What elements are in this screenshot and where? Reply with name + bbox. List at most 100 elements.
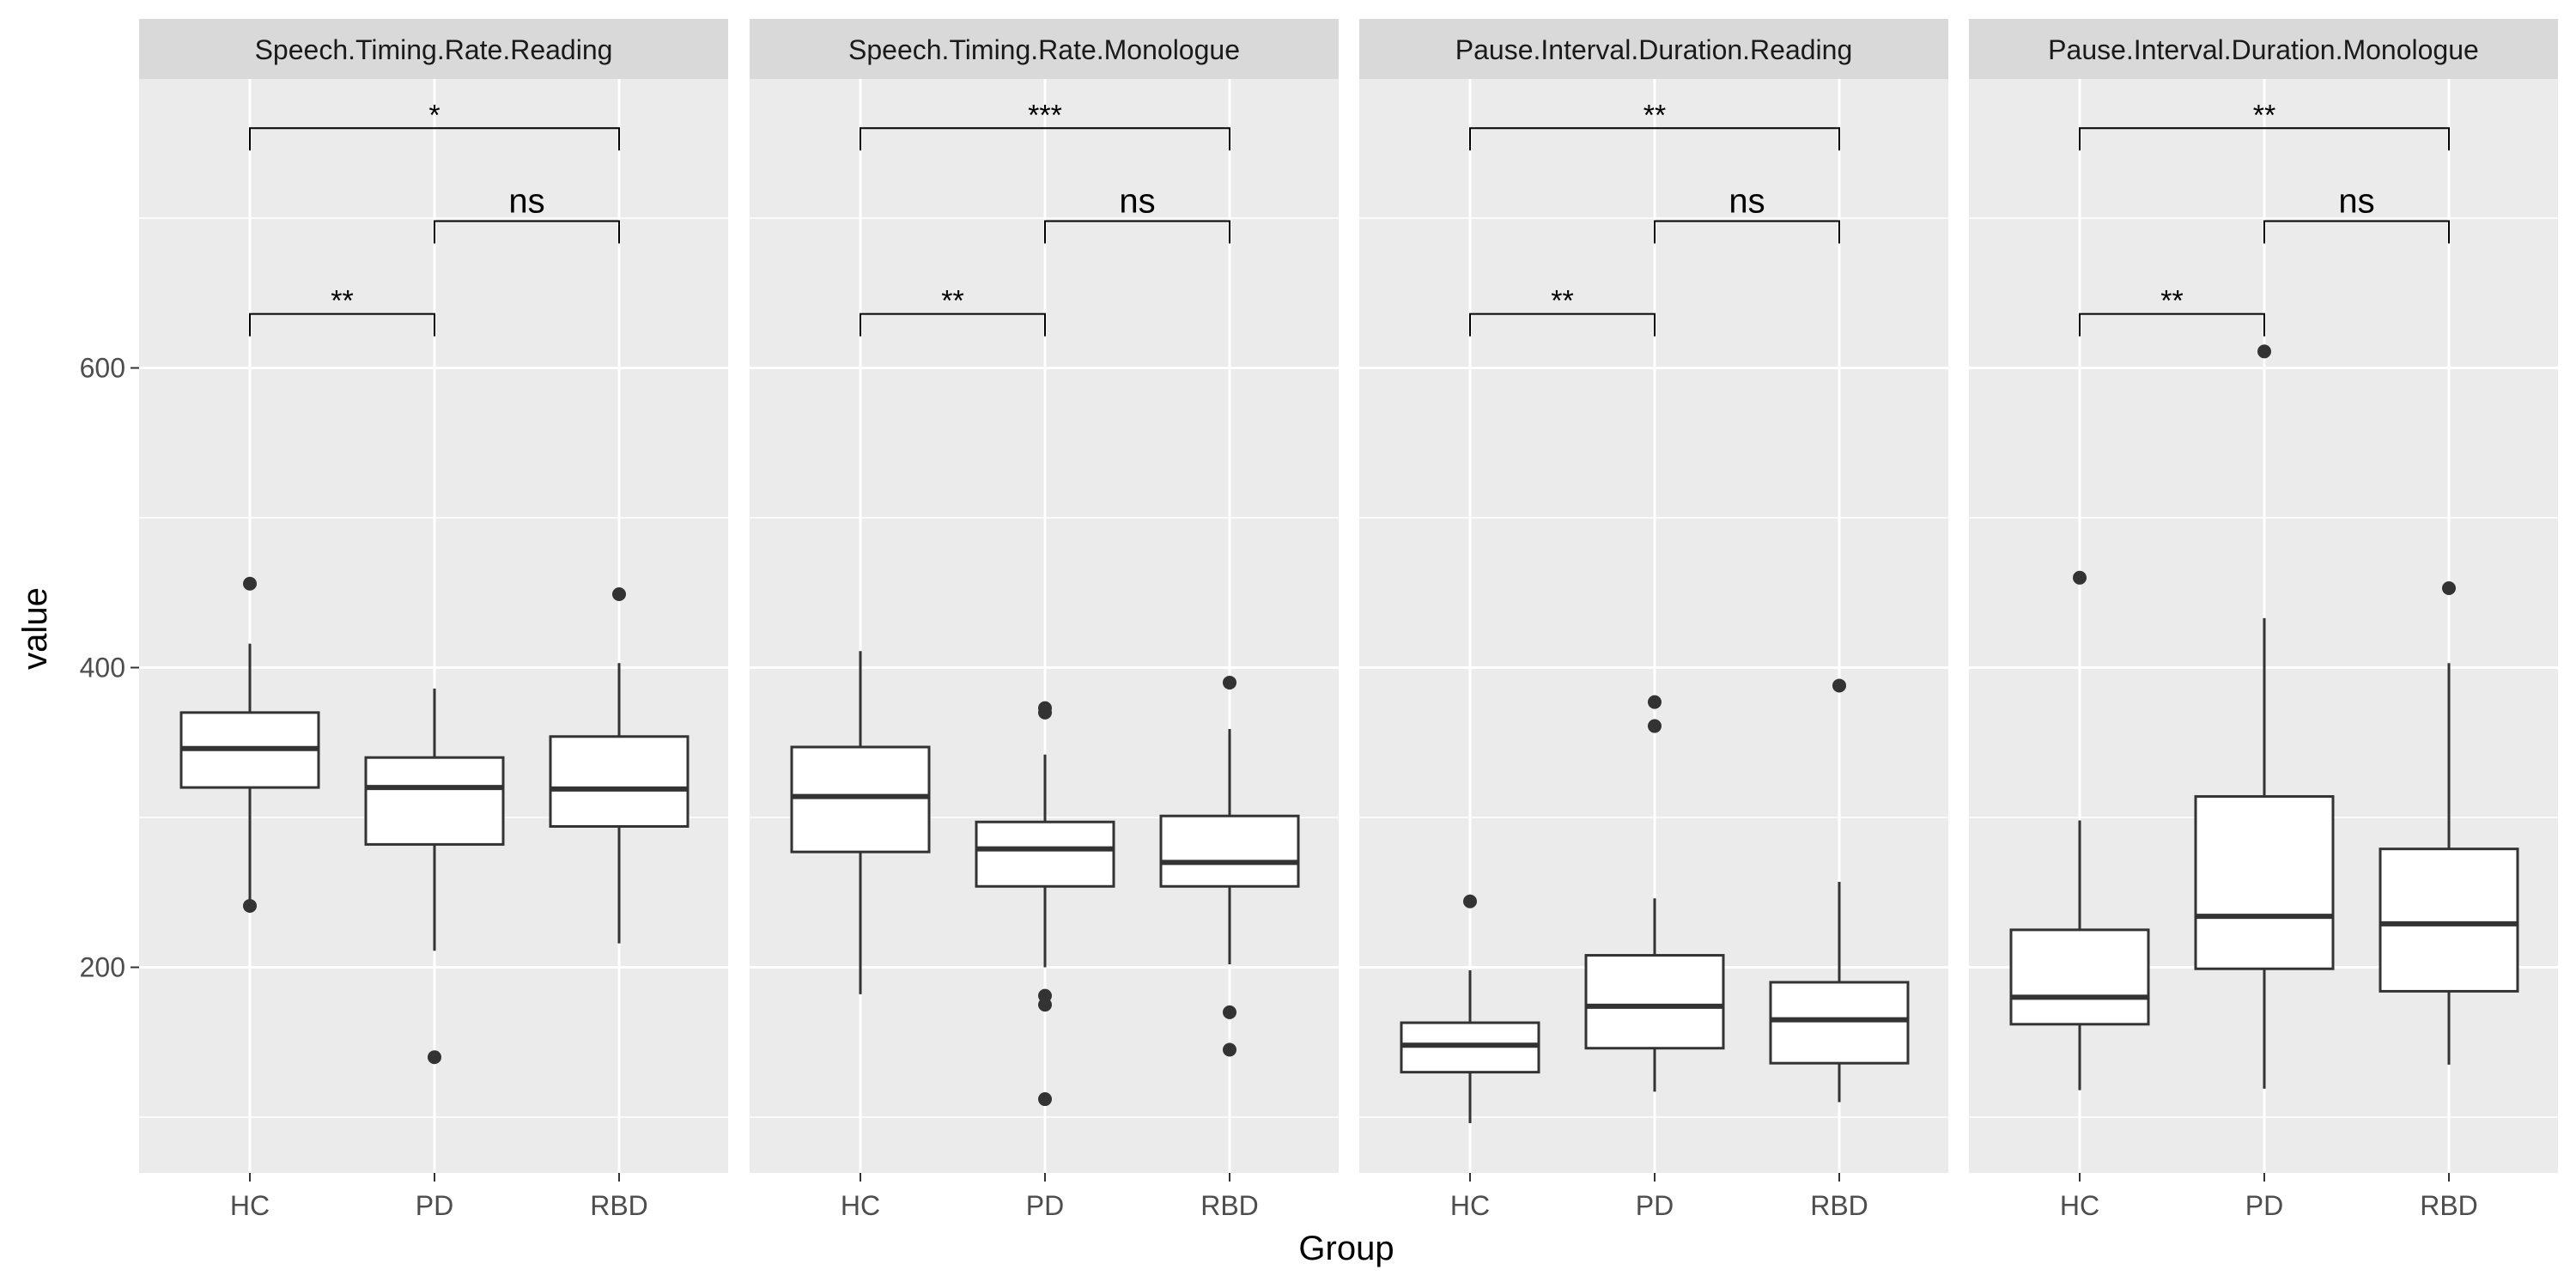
outlier-point xyxy=(2073,570,2087,585)
box-iqr xyxy=(2009,928,2150,1026)
significance-label: ** xyxy=(1643,99,1666,131)
boxplot-hc xyxy=(2009,570,2150,1091)
x-tick-label: HC xyxy=(230,1190,270,1221)
outlier-point xyxy=(2257,344,2271,359)
outlier-point xyxy=(243,898,257,913)
bracket-line xyxy=(249,127,620,151)
bracket-line xyxy=(2263,220,2450,244)
significance-label: *** xyxy=(1028,99,1062,131)
box-iqr xyxy=(364,756,505,846)
outlier-point xyxy=(1648,695,1662,709)
boxplot-rbd xyxy=(2379,581,2519,1065)
outlier-point xyxy=(1038,705,1052,720)
significance-bracket: ** xyxy=(2079,285,2265,337)
boxplot-rbd xyxy=(1769,678,1910,1103)
box-iqr xyxy=(549,735,690,828)
x-tick-label: PD xyxy=(1026,1190,1064,1221)
box-iqr xyxy=(1769,981,1910,1065)
facet-title: Pause.Interval.Duration.Reading xyxy=(1455,34,1853,65)
bracket-line xyxy=(249,313,435,337)
bracket-line xyxy=(1469,127,1840,151)
facet-title: Pause.Interval.Duration.Monologue xyxy=(2048,34,2479,65)
boxplot-rbd xyxy=(549,586,690,944)
significance-label: ** xyxy=(2160,285,2183,318)
outlier-point xyxy=(612,586,626,601)
significance-bracket: ** xyxy=(860,285,1046,337)
significance-label: ** xyxy=(331,285,353,318)
significance-bracket: ns xyxy=(2263,182,2450,244)
bracket-line xyxy=(2079,127,2450,151)
x-tick-label: PD xyxy=(2245,1190,2283,1221)
boxplot-pd xyxy=(364,688,505,1065)
box-iqr xyxy=(975,820,1115,888)
significance-bracket: * xyxy=(249,99,620,151)
significance-label: * xyxy=(428,99,440,131)
significance-label: ** xyxy=(2253,99,2275,131)
significance-label: ns xyxy=(1728,182,1765,220)
boxplot-rbd xyxy=(1159,675,1300,1057)
y-axis-title: value xyxy=(16,587,54,670)
significance-label: ns xyxy=(508,182,544,220)
outlier-point xyxy=(1223,1042,1236,1057)
facet-panel: Pause.Interval.Duration.Reading ** ns ** HC P… xyxy=(1359,19,1948,1221)
box-iqr xyxy=(1584,954,1725,1050)
bracket-line xyxy=(434,220,620,244)
facet-strip xyxy=(1359,19,1948,79)
bracket-line xyxy=(1044,220,1230,244)
facet-strip xyxy=(1969,19,2558,79)
x-tick-label: RBD xyxy=(1810,1190,1868,1221)
outlier-point xyxy=(1223,675,1236,690)
outlier-point xyxy=(1038,1092,1052,1107)
boxplot-pd xyxy=(975,701,1115,1107)
facet-panel: Speech.Timing.Rate.Reading ** ns * HC PD RBD xyxy=(139,19,728,1221)
x-tick-label: PD xyxy=(416,1190,453,1221)
facet-panel: Pause.Interval.Duration.Monologue ** ns ** H… xyxy=(1969,19,2558,1221)
outlier-point xyxy=(428,1050,441,1065)
outlier-point xyxy=(1648,719,1662,733)
facet-strip xyxy=(139,19,728,79)
box-iqr xyxy=(2379,848,2519,993)
x-tick-label: PD xyxy=(1636,1190,1674,1221)
facet-title: Speech.Timing.Rate.Reading xyxy=(255,34,613,65)
outlier-point xyxy=(1223,1005,1236,1019)
significance-bracket: ** xyxy=(1469,99,1840,151)
significance-bracket: ** xyxy=(2079,99,2450,151)
y-tick-label: 200 xyxy=(80,952,125,983)
bracket-line xyxy=(860,313,1046,337)
boxplot-hc xyxy=(1400,894,1540,1123)
significance-bracket: ns xyxy=(1654,182,1840,244)
outlier-point xyxy=(1463,894,1477,908)
box-iqr xyxy=(2194,795,2335,970)
x-tick-label: HC xyxy=(841,1190,880,1221)
significance-bracket: ns xyxy=(1044,182,1230,244)
x-tick-label: HC xyxy=(1450,1190,1490,1221)
box-iqr xyxy=(790,745,931,854)
significance-bracket: ns xyxy=(434,182,620,244)
boxplot-hc xyxy=(179,576,320,913)
boxplot-pd xyxy=(1584,695,1725,1092)
box-iqr xyxy=(1159,814,1300,888)
x-tick-label: RBD xyxy=(590,1190,648,1221)
significance-label: ** xyxy=(1551,285,1573,318)
outlier-point xyxy=(1832,678,1846,693)
facet-panels: Speech.Timing.Rate.Reading**ns*HC PD RBDSp… xyxy=(139,19,2558,1221)
y-tick-label: 400 xyxy=(80,653,125,683)
x-tick-label: RBD xyxy=(1200,1190,1259,1221)
significance-label: ns xyxy=(1119,182,1155,220)
outlier-point xyxy=(2442,581,2456,596)
significance-bracket: ** xyxy=(249,285,435,337)
x-axis-title: Group xyxy=(1298,1230,1394,1267)
bracket-line xyxy=(1469,313,1656,337)
bracket-line xyxy=(2079,313,2265,337)
significance-bracket: *** xyxy=(860,99,1230,151)
x-tick-label: RBD xyxy=(2420,1190,2478,1221)
outlier-point xyxy=(1038,998,1052,1012)
x-tick-label: HC xyxy=(2060,1190,2099,1221)
bracket-line xyxy=(860,127,1230,151)
boxplot-pd xyxy=(2194,344,2335,1089)
facet-title: Speech.Timing.Rate.Monologue xyxy=(848,34,1240,65)
y-axis: 200 400 600 xyxy=(80,353,139,983)
outlier-point xyxy=(243,576,257,591)
y-tick-label: 600 xyxy=(80,353,125,384)
